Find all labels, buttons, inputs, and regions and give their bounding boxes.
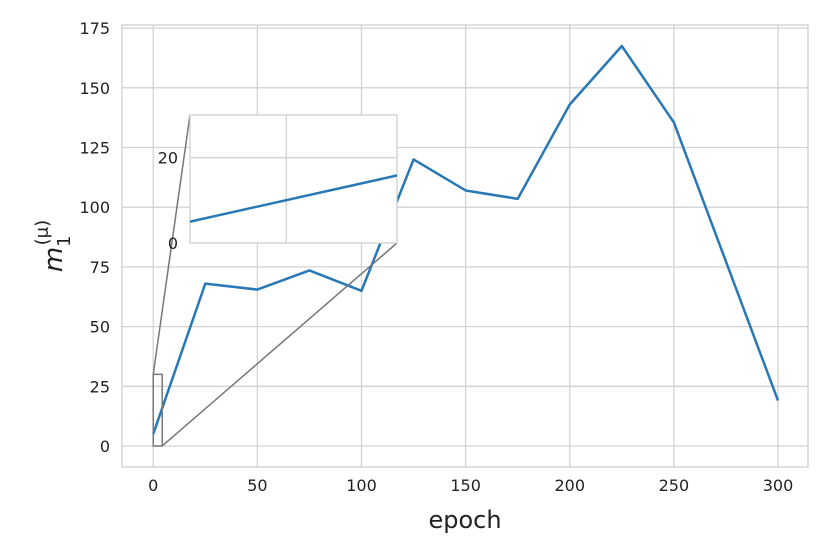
x-tick-label: 300 — [763, 476, 794, 495]
y-tick-label: 75 — [90, 258, 110, 277]
connector — [161, 242, 398, 447]
x-tick-label: 250 — [659, 476, 690, 495]
y-label-base: m — [39, 247, 69, 272]
y-tick-label: 0 — [100, 437, 110, 456]
x-tick-label: 0 — [148, 476, 158, 495]
y-label-sub: 1 — [54, 235, 75, 246]
connector — [152, 114, 191, 375]
x-tick-label: 100 — [346, 476, 377, 495]
zoom-box — [152, 373, 163, 447]
inset: 0 20 — [152, 114, 398, 447]
y-tick-label: 125 — [79, 138, 110, 157]
plot-frame — [121, 24, 809, 468]
inset-background — [189, 114, 398, 244]
y-tick-label: 150 — [79, 79, 110, 98]
y-tick-label: 50 — [90, 318, 110, 337]
y-tick-label: 25 — [90, 377, 110, 396]
y-label-sup: (μ) — [32, 220, 53, 246]
x-tick-label: 50 — [247, 476, 267, 495]
x-axis-label: epoch — [428, 506, 501, 534]
series-line — [152, 44, 780, 435]
y-axis-label: m1(μ) — [32, 220, 75, 272]
inset-y-tick-label: 20 — [158, 149, 178, 168]
x-tick-label: 150 — [450, 476, 481, 495]
y-tick-label: 175 — [79, 19, 110, 38]
y-tick-label: 100 — [79, 198, 110, 217]
inset-y-tick-label: 0 — [168, 234, 178, 253]
x-tick-label: 200 — [554, 476, 585, 495]
